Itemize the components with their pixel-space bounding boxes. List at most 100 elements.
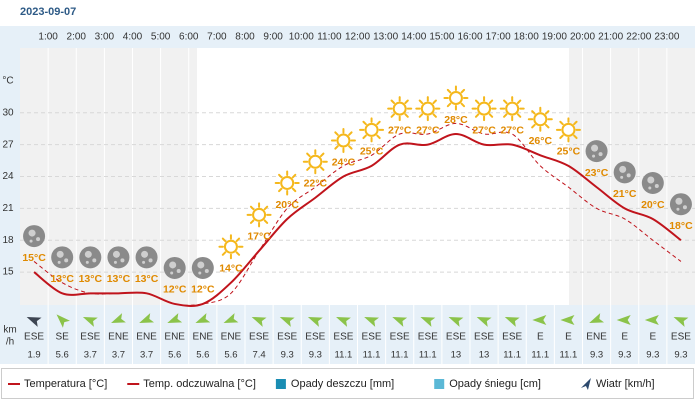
- hour-label: 8:00: [235, 32, 255, 43]
- sun-disc: [336, 133, 351, 148]
- wind-direction: ESE: [390, 332, 410, 343]
- moon-crater: [84, 250, 92, 258]
- wind-speed: 9.3: [674, 350, 687, 361]
- sun-ray: [390, 113, 396, 118]
- hour-label: 4:00: [123, 32, 143, 43]
- temperature-label: 27°C: [416, 124, 440, 136]
- temperature-label: 22°C: [304, 178, 328, 190]
- sun-icon: [274, 170, 300, 196]
- wind-arrow: [644, 315, 659, 325]
- moon-icon: [669, 193, 692, 216]
- moon-crater: [620, 175, 624, 179]
- sun-ray: [516, 99, 522, 104]
- temperature-label: 23°C: [585, 167, 609, 179]
- wind-direction: ENE: [586, 332, 607, 343]
- sun-ray: [531, 123, 536, 129]
- wind-speed: 9.3: [618, 350, 631, 361]
- sun-disc: [392, 101, 407, 116]
- sun-disc: [448, 91, 463, 106]
- sun-ray: [503, 99, 508, 104]
- sun-ray: [418, 113, 424, 118]
- date-title: 2023-09-07: [20, 6, 76, 18]
- hour-label: 14:00: [401, 32, 426, 43]
- wind-speed: 3.7: [112, 350, 125, 361]
- wind-direction: ESE: [277, 332, 297, 343]
- sun-ray: [544, 123, 550, 129]
- wind-arrow: [673, 316, 689, 327]
- wind-speed: 5.6: [196, 350, 209, 361]
- hour-label: 6:00: [179, 32, 199, 43]
- wind-speed: 3.7: [140, 350, 153, 361]
- temperature-label: 12°C: [191, 284, 215, 296]
- hour-label: 20:00: [570, 32, 595, 43]
- sun-ray: [488, 99, 494, 104]
- wind-speed: 7.4: [252, 350, 265, 361]
- wind-arrow: [476, 316, 492, 327]
- sun-ray: [460, 88, 466, 94]
- left-column: [0, 26, 20, 364]
- moon-crater: [675, 197, 683, 205]
- wind-arrow: [82, 316, 98, 327]
- sun-ray: [418, 99, 424, 104]
- temperature-label: 21°C: [613, 188, 637, 200]
- wind-direction: ENE: [108, 332, 129, 343]
- sun-icon: [471, 96, 497, 122]
- moon-disc: [585, 140, 608, 163]
- wind-direction: ENE: [193, 332, 214, 343]
- wind-arrow: [392, 316, 408, 327]
- moon-crater: [176, 268, 181, 273]
- moon-crater: [619, 165, 627, 173]
- legend-label: Temp. odczuwalna [°C]: [143, 378, 256, 390]
- wind-direction: ESE: [24, 332, 44, 343]
- sun-disc: [420, 101, 435, 116]
- wind-direction: ENE: [136, 332, 157, 343]
- y-tick-label: 18: [2, 235, 14, 246]
- sun-ray: [263, 219, 269, 224]
- wind-arrow: [223, 313, 239, 324]
- wind-speed: 13: [479, 350, 490, 361]
- moon-disc: [79, 246, 102, 269]
- temperature-label: 12°C: [163, 284, 187, 296]
- sun-ray: [376, 134, 381, 140]
- moon-icon: [79, 246, 102, 269]
- sun-ray: [573, 120, 578, 126]
- temperature-label: 17°C: [247, 231, 271, 243]
- temperature-label: 15°C: [22, 252, 46, 264]
- hour-header: [0, 26, 695, 48]
- moon-icon: [51, 246, 74, 269]
- moon-crater: [113, 260, 117, 264]
- legend-swatch: [434, 379, 445, 389]
- wind-unit: km: [3, 325, 16, 336]
- wind-direction: ESE: [80, 332, 100, 343]
- sun-ray: [474, 113, 480, 118]
- sun-ray: [348, 145, 353, 150]
- wind-direction: ESE: [249, 332, 269, 343]
- sun-icon: [218, 234, 244, 260]
- wind-arrow: [111, 313, 126, 324]
- temperature-label: 13°C: [79, 273, 103, 285]
- hour-label: 2:00: [67, 32, 87, 43]
- moon-disc: [641, 171, 664, 194]
- temperature-label: 26°C: [529, 135, 553, 147]
- hour-label: 7:00: [207, 32, 227, 43]
- sun-ray: [516, 113, 522, 118]
- moon-crater: [112, 250, 120, 258]
- wind-speed: 13: [451, 350, 462, 361]
- sun-icon: [527, 106, 553, 132]
- moon-icon: [191, 256, 214, 279]
- hour-label: 3:00: [95, 32, 115, 43]
- hour-label: 19:00: [542, 32, 567, 43]
- sun-icon: [415, 96, 441, 122]
- sun-ray: [446, 88, 452, 94]
- wind-speed: 11.1: [531, 350, 549, 361]
- hour-label: 23:00: [654, 32, 679, 43]
- moon-icon: [23, 225, 46, 248]
- moon-crater: [654, 183, 659, 188]
- sun-ray: [474, 99, 480, 104]
- hour-label: 17:00: [486, 32, 511, 43]
- sun-ray: [334, 145, 339, 150]
- sun-disc: [252, 207, 267, 222]
- sun-disc: [505, 101, 520, 116]
- moon-icon: [135, 246, 158, 269]
- sun-ray: [362, 120, 367, 126]
